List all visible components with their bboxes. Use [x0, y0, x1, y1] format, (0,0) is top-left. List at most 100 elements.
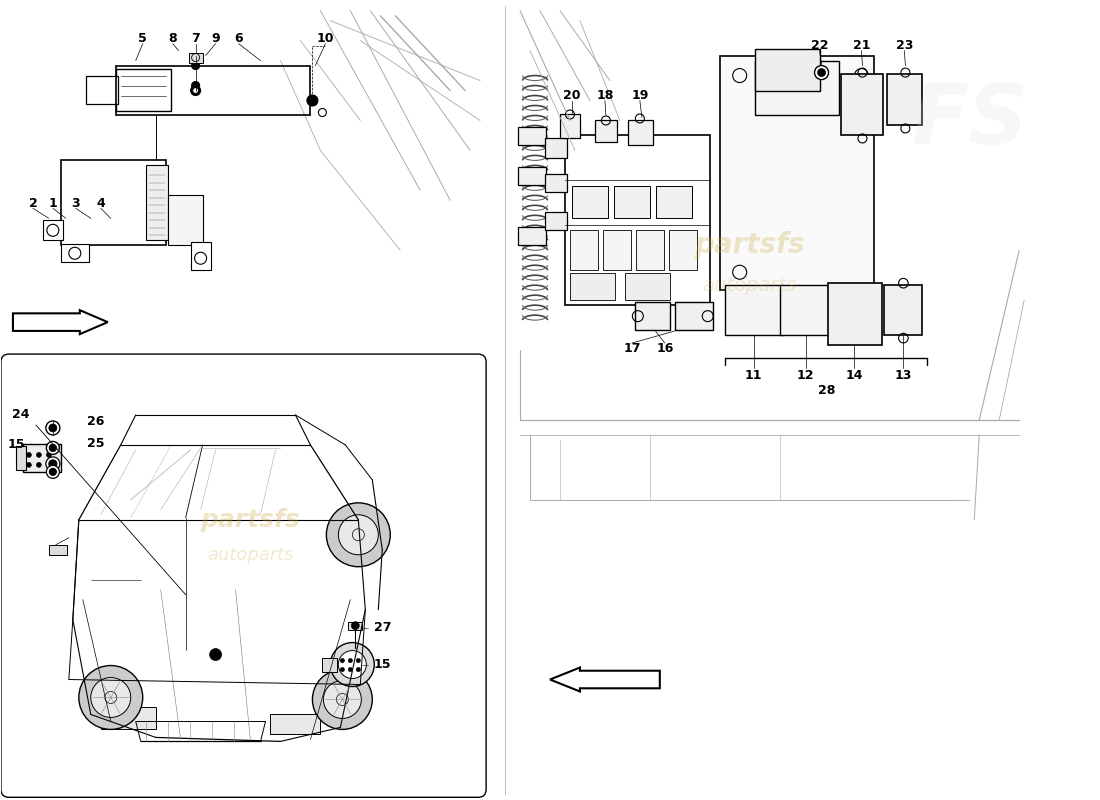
Bar: [888, 74, 923, 126]
Text: 28: 28: [817, 383, 835, 397]
Circle shape: [48, 460, 57, 468]
Polygon shape: [550, 667, 660, 691]
Bar: [656, 186, 692, 218]
Bar: [827, 283, 882, 345]
Text: 13: 13: [894, 369, 912, 382]
Bar: [60, 161, 166, 246]
Text: 3: 3: [72, 197, 80, 210]
Bar: [595, 121, 617, 142]
Circle shape: [26, 462, 32, 467]
Bar: [570, 230, 598, 270]
Text: 15: 15: [8, 438, 24, 451]
Circle shape: [356, 658, 361, 662]
Circle shape: [340, 667, 344, 672]
Bar: [145, 166, 167, 240]
Circle shape: [356, 667, 361, 672]
Circle shape: [190, 86, 200, 95]
Bar: [628, 121, 652, 146]
Text: 18: 18: [596, 89, 614, 102]
Bar: [636, 230, 663, 270]
Text: 14: 14: [846, 369, 864, 382]
Circle shape: [323, 681, 361, 718]
Bar: [518, 167, 546, 186]
Bar: [349, 622, 362, 630]
Circle shape: [339, 650, 366, 678]
Text: FS: FS: [911, 80, 1027, 161]
Bar: [884, 285, 923, 335]
Bar: [842, 74, 883, 135]
Bar: [518, 127, 546, 146]
Circle shape: [36, 453, 42, 458]
Circle shape: [91, 678, 131, 718]
Circle shape: [79, 666, 143, 730]
Circle shape: [46, 421, 59, 435]
Circle shape: [191, 82, 199, 90]
Bar: [669, 230, 696, 270]
Text: 17: 17: [623, 342, 640, 354]
Circle shape: [46, 466, 59, 478]
Text: 1: 1: [48, 197, 57, 210]
Text: 24: 24: [12, 409, 30, 422]
Bar: [48, 545, 67, 554]
Bar: [603, 230, 631, 270]
Text: 26: 26: [87, 415, 104, 429]
Bar: [544, 138, 566, 158]
Text: 16: 16: [656, 342, 673, 354]
Circle shape: [50, 468, 56, 475]
Bar: [60, 244, 89, 262]
Text: 22: 22: [811, 39, 828, 52]
Bar: [780, 285, 832, 335]
Bar: [719, 55, 874, 290]
Circle shape: [46, 453, 52, 458]
Bar: [322, 658, 338, 671]
Bar: [570, 274, 615, 300]
Circle shape: [327, 503, 390, 566]
Circle shape: [26, 453, 32, 458]
Circle shape: [50, 444, 57, 452]
Bar: [755, 49, 820, 90]
Bar: [101, 707, 156, 730]
Bar: [725, 285, 782, 335]
Text: 12: 12: [796, 369, 814, 382]
Bar: [614, 186, 650, 218]
Bar: [190, 242, 210, 270]
Bar: [518, 227, 546, 246]
Circle shape: [46, 457, 59, 471]
Bar: [544, 174, 566, 192]
Circle shape: [46, 462, 52, 467]
Circle shape: [192, 87, 199, 94]
Circle shape: [312, 670, 372, 730]
Circle shape: [36, 462, 42, 467]
Bar: [560, 114, 580, 138]
Circle shape: [349, 658, 352, 662]
Bar: [544, 212, 566, 230]
Bar: [674, 302, 713, 330]
Text: 10: 10: [317, 32, 334, 45]
Bar: [116, 69, 170, 110]
Circle shape: [46, 442, 59, 454]
Circle shape: [191, 62, 199, 70]
Text: 27: 27: [374, 621, 390, 634]
Bar: [565, 135, 710, 305]
FancyBboxPatch shape: [1, 354, 486, 798]
Bar: [86, 75, 118, 103]
Circle shape: [340, 658, 344, 662]
Text: 15: 15: [374, 658, 390, 671]
Circle shape: [349, 667, 352, 672]
Circle shape: [48, 424, 57, 432]
Circle shape: [351, 622, 360, 630]
Bar: [625, 274, 670, 300]
Bar: [167, 195, 202, 246]
Circle shape: [330, 642, 374, 686]
Text: 23: 23: [895, 39, 913, 52]
Text: 19: 19: [631, 89, 649, 102]
Text: 11: 11: [745, 369, 762, 382]
Bar: [23, 444, 61, 472]
Text: partsfs: partsfs: [694, 231, 805, 259]
Text: 25: 25: [87, 438, 104, 450]
Bar: [43, 220, 63, 240]
Text: 6: 6: [234, 32, 243, 45]
Bar: [635, 302, 670, 330]
Circle shape: [817, 69, 825, 77]
Circle shape: [210, 649, 221, 661]
